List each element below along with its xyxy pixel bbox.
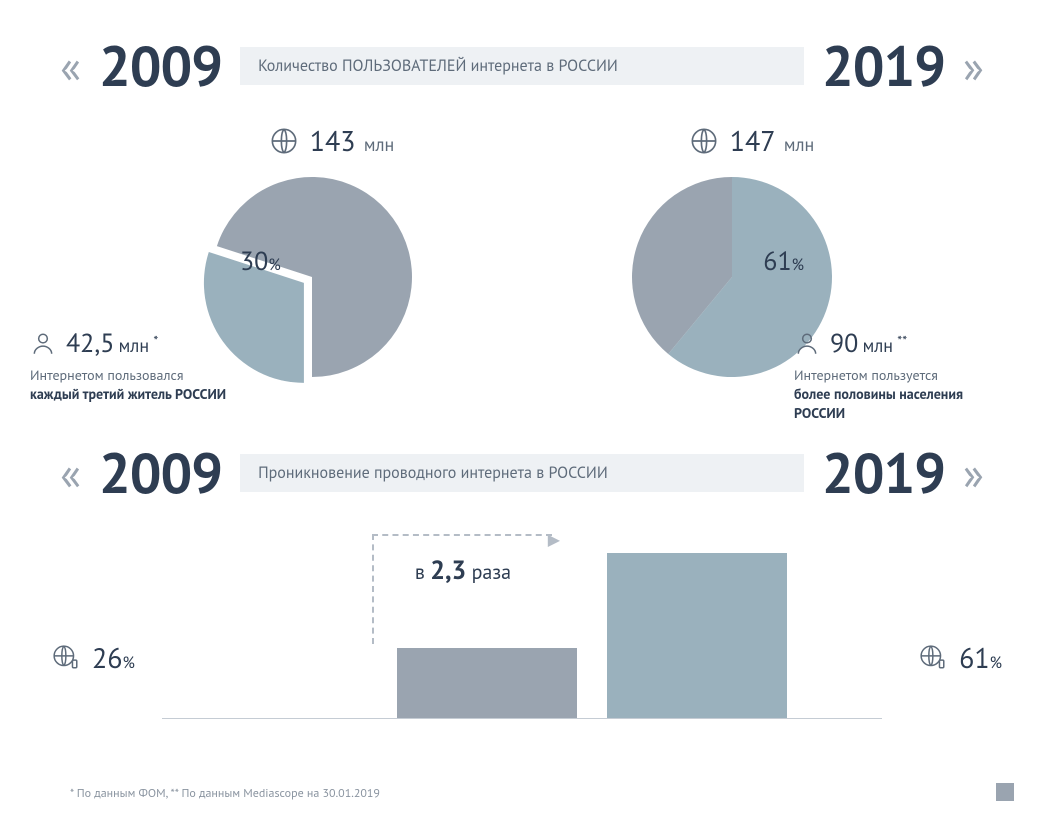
guillemet-left: «	[60, 38, 81, 95]
header-row-1: « 2009 Количество ПОЛЬЗОВАТЕЛЕЙ интернет…	[60, 30, 984, 102]
pie-percent-2019: 61%	[763, 245, 804, 278]
section-penetration: « 2009 Проникновение проводного интернет…	[0, 407, 1044, 719]
pie-chart-2009	[202, 167, 422, 387]
guillemet-right: »	[963, 38, 984, 95]
pie-percent-2009: 30%	[240, 245, 281, 278]
bar-2019	[607, 553, 787, 718]
year-left-1: 2009	[99, 30, 222, 102]
pen-value-2009: 26	[92, 639, 123, 676]
footnote: * По данным ФОМ, ** По данным Mediascope…	[70, 786, 380, 801]
desc-plain-2019: Интернетом пользуется	[794, 366, 938, 384]
growth-text: в 2,3 раза	[415, 554, 511, 587]
users-value-2019: 90	[830, 327, 858, 360]
header-row-2: « 2009 Проникновение проводного интернет…	[60, 437, 984, 509]
guillemet-left: «	[60, 445, 81, 502]
desc-bold-2009: каждый третий житель РОССИИ	[30, 385, 226, 403]
population-unit-2019: млн	[784, 133, 814, 156]
arrow-icon: ▶	[548, 530, 560, 550]
title-bar-2: Проникновение проводного интернета в РОС…	[240, 454, 804, 492]
wired-globe-icon	[52, 644, 80, 672]
year-right-1: 2019	[822, 30, 945, 102]
globe-icon	[270, 127, 298, 155]
users-value-2009: 42,5	[66, 327, 114, 360]
users-unit-2019: млн	[863, 334, 893, 357]
pie-2009: 143 млн 30%	[122, 122, 502, 387]
corner-square	[996, 783, 1014, 801]
guillemet-right: »	[963, 445, 984, 502]
person-icon	[30, 331, 56, 357]
wired-globe-icon	[919, 644, 947, 672]
year-right-2: 2019	[822, 437, 945, 509]
population-unit-2009: млн	[364, 133, 394, 156]
globe-icon	[690, 127, 718, 155]
section-users: « 2009 Количество ПОЛЬЗОВАТЕЛЕЙ интернет…	[0, 0, 1044, 387]
growth-box: ▶ в 2,3 раза	[372, 534, 552, 644]
users-star-2019: **	[897, 332, 907, 350]
pen-label-2019: 61%	[919, 639, 1002, 676]
penetration-chart: 26% ▶ в 2,3 раза 61%	[162, 539, 882, 719]
population-value-2019: 147	[730, 122, 776, 159]
pie-row: 42,5 млн * Интернетом пользовался каждый…	[60, 122, 984, 387]
title-bar-1: Количество ПОЛЬЗОВАТЕЛЕЙ интернета в РОС…	[240, 47, 804, 85]
year-left-2: 2009	[99, 437, 222, 509]
pen-value-2019: 61	[959, 639, 990, 676]
population-value-2009: 143	[310, 122, 356, 159]
pen-label-2009: 26%	[52, 639, 135, 676]
person-icon	[794, 331, 820, 357]
bar-2009	[397, 648, 577, 718]
